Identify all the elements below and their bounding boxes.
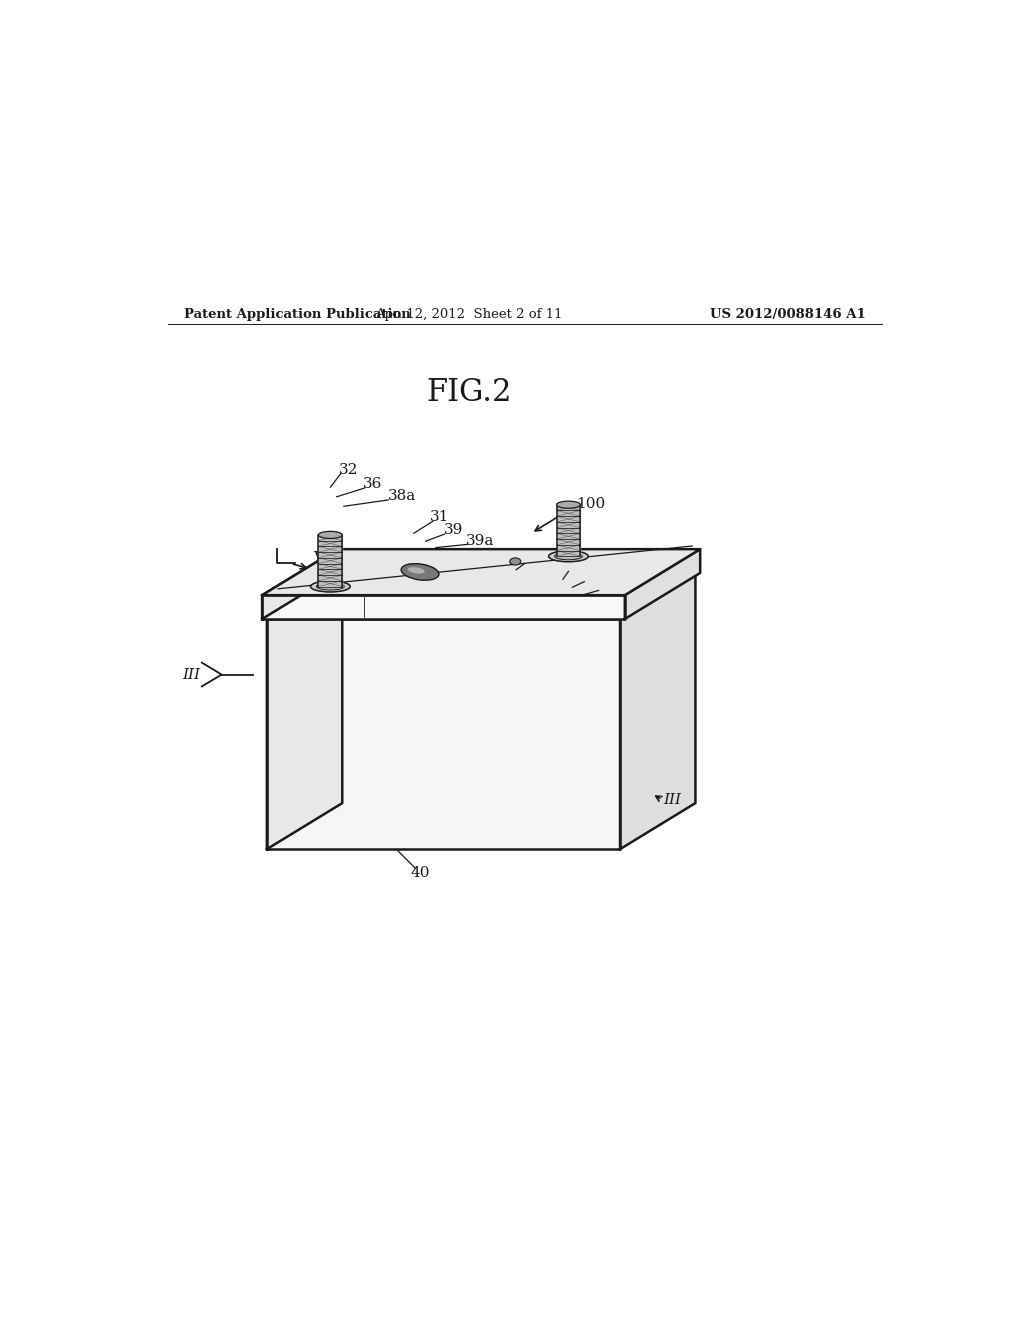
- Ellipse shape: [318, 532, 342, 539]
- Text: 31: 31: [429, 511, 449, 524]
- Text: 36: 36: [362, 477, 382, 491]
- Text: V: V: [623, 583, 634, 598]
- Text: FIG.2: FIG.2: [427, 378, 512, 408]
- Text: Patent Application Publication: Patent Application Publication: [183, 308, 411, 321]
- Polygon shape: [267, 619, 620, 849]
- Polygon shape: [557, 504, 581, 556]
- Polygon shape: [267, 573, 342, 849]
- Text: III: III: [182, 668, 201, 681]
- Polygon shape: [620, 573, 695, 849]
- Ellipse shape: [316, 583, 344, 590]
- Text: 40: 40: [411, 866, 430, 880]
- Text: 39a: 39a: [466, 535, 495, 548]
- Text: 36: 36: [583, 570, 602, 585]
- Text: 38b: 38b: [598, 581, 627, 594]
- Polygon shape: [318, 535, 342, 586]
- Text: 38a: 38a: [388, 488, 416, 503]
- Text: 32: 32: [339, 463, 358, 477]
- Ellipse shape: [408, 568, 425, 574]
- Ellipse shape: [549, 550, 589, 562]
- Polygon shape: [262, 549, 700, 595]
- Ellipse shape: [510, 558, 521, 565]
- Polygon shape: [262, 595, 625, 619]
- Text: III: III: [664, 793, 682, 807]
- Text: 34: 34: [564, 561, 584, 574]
- Ellipse shape: [310, 581, 350, 591]
- Text: 100: 100: [577, 496, 605, 511]
- Ellipse shape: [555, 553, 583, 560]
- Polygon shape: [267, 573, 695, 619]
- Text: US 2012/0088146 A1: US 2012/0088146 A1: [711, 308, 866, 321]
- Text: 35: 35: [520, 553, 540, 566]
- Text: V: V: [313, 550, 324, 565]
- Ellipse shape: [557, 502, 581, 508]
- Polygon shape: [625, 549, 700, 619]
- Ellipse shape: [401, 564, 439, 581]
- Text: Apr. 12, 2012  Sheet 2 of 11: Apr. 12, 2012 Sheet 2 of 11: [376, 308, 563, 321]
- Text: 39: 39: [443, 523, 463, 537]
- Polygon shape: [262, 549, 338, 619]
